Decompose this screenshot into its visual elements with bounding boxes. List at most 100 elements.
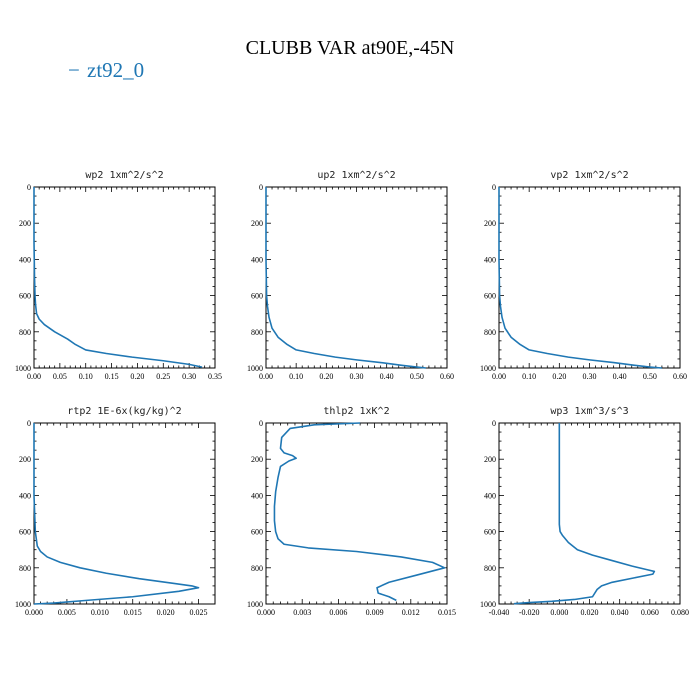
- x-tick-label: 0.015: [124, 608, 142, 617]
- series-line-zt92_0: [498, 187, 662, 369]
- y-tick-label: 200: [484, 455, 496, 464]
- subplot-title: wp2 1xm^2/s^2: [85, 170, 163, 181]
- x-tick-label: 0.040: [611, 608, 629, 617]
- y-tick-label: 0: [259, 419, 263, 428]
- subplot-title: vp2 1xm^2/s^2: [550, 170, 628, 181]
- subplot-3: vp2 1xm^2/s^2 0.00 0.10 0.20 0.30 0.40 0.50 0.6…: [480, 170, 687, 381]
- y-tick-label: 0: [27, 183, 31, 192]
- x-tick-label: 0.10: [79, 372, 93, 381]
- y-tick-label: 800: [19, 328, 31, 337]
- y-tick-label: 0: [259, 183, 263, 192]
- y-tick-label: 200: [19, 219, 31, 228]
- x-tick-label: 0.40: [380, 372, 394, 381]
- y-tick-label: 400: [19, 491, 31, 500]
- x-tick-label: 0.25: [156, 372, 170, 381]
- x-tick-label: -0.040: [489, 608, 510, 617]
- x-tick-label: 0.30: [350, 372, 364, 381]
- x-tick-label: 0.50: [410, 372, 424, 381]
- y-tick-label: 600: [19, 528, 31, 537]
- x-tick-label: 0.006: [329, 608, 347, 617]
- x-tick-label: 0.60: [440, 372, 454, 381]
- subplot-title: thlp2 1xK^2: [323, 406, 389, 417]
- y-tick-label: 200: [251, 219, 263, 228]
- y-tick-label: 1000: [480, 364, 496, 373]
- y-tick-label: 400: [251, 255, 263, 264]
- subplot-5: thlp2 1xK^2 0.000 0.003 0.006 0.009 0.012 0.01…: [247, 406, 456, 617]
- x-tick-label: 0.05: [53, 372, 67, 381]
- subplot-title: rtp2 1E-6x(kg/kg)^2: [67, 406, 181, 417]
- subplot-title: wp3 1xm^3/s^3: [550, 406, 628, 417]
- y-tick-label: 200: [19, 455, 31, 464]
- y-tick-label: 200: [484, 219, 496, 228]
- subplot-grid: wp2 1xm^2/s^2 0.00 0.05 0.10 0.15 0.20 0.25 0.3…: [15, 170, 689, 617]
- subplot-4: rtp2 1E-6x(kg/kg)^2 0.000 0.005 0.010 0.015 0…: [15, 406, 216, 617]
- y-tick-label: 1000: [247, 364, 263, 373]
- x-tick-label: 0.40: [613, 372, 627, 381]
- y-tick-label: 200: [251, 455, 263, 464]
- y-tick-label: 600: [251, 292, 263, 301]
- y-tick-label: 400: [19, 255, 31, 264]
- x-tick-label: 0.060: [641, 608, 659, 617]
- x-tick-label: 0.20: [552, 372, 566, 381]
- y-tick-label: 1000: [15, 364, 31, 373]
- x-tick-label: 0.010: [91, 608, 109, 617]
- series-line-zt92_0: [514, 423, 656, 605]
- y-tick-label: 600: [251, 528, 263, 537]
- x-tick-label: 0.080: [671, 608, 689, 617]
- x-tick-label: 0.005: [58, 608, 76, 617]
- subplot-title: up2 1xm^2/s^2: [317, 170, 395, 181]
- series-line-zt92_0: [33, 423, 200, 605]
- legend-marker: −: [68, 58, 80, 82]
- y-tick-label: 0: [27, 419, 31, 428]
- x-tick-label: 0.020: [157, 608, 175, 617]
- x-tick-label: 0.000: [25, 608, 43, 617]
- y-tick-label: 600: [484, 528, 496, 537]
- y-tick-label: 0: [492, 419, 496, 428]
- x-tick-label: 0.10: [522, 372, 536, 381]
- x-tick-label: 0.020: [581, 608, 599, 617]
- y-tick-label: 800: [484, 564, 496, 573]
- x-tick-label: 0.30: [182, 372, 196, 381]
- y-tick-label: 1000: [247, 600, 263, 609]
- x-tick-label: 0.10: [289, 372, 303, 381]
- x-tick-label: 0.20: [319, 372, 333, 381]
- subplot-6: wp3 1xm^3/s^3 -0.040 -0.020 0.000 0.020 0.040…: [480, 406, 689, 617]
- y-tick-label: 400: [484, 255, 496, 264]
- y-tick-label: 600: [19, 292, 31, 301]
- x-tick-label: 0.00: [492, 372, 506, 381]
- x-tick-label: -0.020: [519, 608, 540, 617]
- x-tick-label: 0.012: [402, 608, 420, 617]
- x-tick-label: 0.30: [583, 372, 597, 381]
- y-tick-label: 1000: [480, 600, 496, 609]
- x-tick-label: 0.20: [130, 372, 144, 381]
- legend: − zt92_0: [68, 58, 144, 82]
- x-tick-label: 0.015: [438, 608, 456, 617]
- x-tick-label: 0.000: [550, 608, 568, 617]
- x-tick-label: 0.003: [293, 608, 311, 617]
- subplot-2: up2 1xm^2/s^2 0.00 0.10 0.20 0.30 0.40 0.50 0.6…: [247, 170, 454, 381]
- series-line-zt92_0: [265, 187, 426, 369]
- x-tick-label: 0.00: [259, 372, 273, 381]
- x-tick-label: 0.35: [208, 372, 222, 381]
- y-tick-label: 800: [251, 564, 263, 573]
- x-tick-label: 0.009: [366, 608, 384, 617]
- x-tick-label: 0.025: [190, 608, 208, 617]
- x-tick-label: 0.00: [27, 372, 41, 381]
- series-line-zt92_0: [33, 187, 203, 368]
- y-tick-label: 400: [484, 491, 496, 500]
- y-tick-label: 1000: [15, 600, 31, 609]
- y-tick-label: 800: [19, 564, 31, 573]
- x-tick-label: 0.50: [643, 372, 657, 381]
- subplot-1: wp2 1xm^2/s^2 0.00 0.05 0.10 0.15 0.20 0.25 0.3…: [15, 170, 222, 381]
- legend-label: zt92_0: [87, 58, 144, 82]
- y-tick-label: 600: [484, 292, 496, 301]
- y-tick-label: 800: [484, 328, 496, 337]
- x-tick-label: 0.000: [257, 608, 275, 617]
- series-line-zt92_0: [273, 422, 446, 602]
- figure-title: CLUBB VAR at90E,-45N: [246, 37, 455, 59]
- y-tick-label: 800: [251, 328, 263, 337]
- y-tick-label: 400: [251, 491, 263, 500]
- x-tick-label: 0.60: [673, 372, 687, 381]
- y-tick-label: 0: [492, 183, 496, 192]
